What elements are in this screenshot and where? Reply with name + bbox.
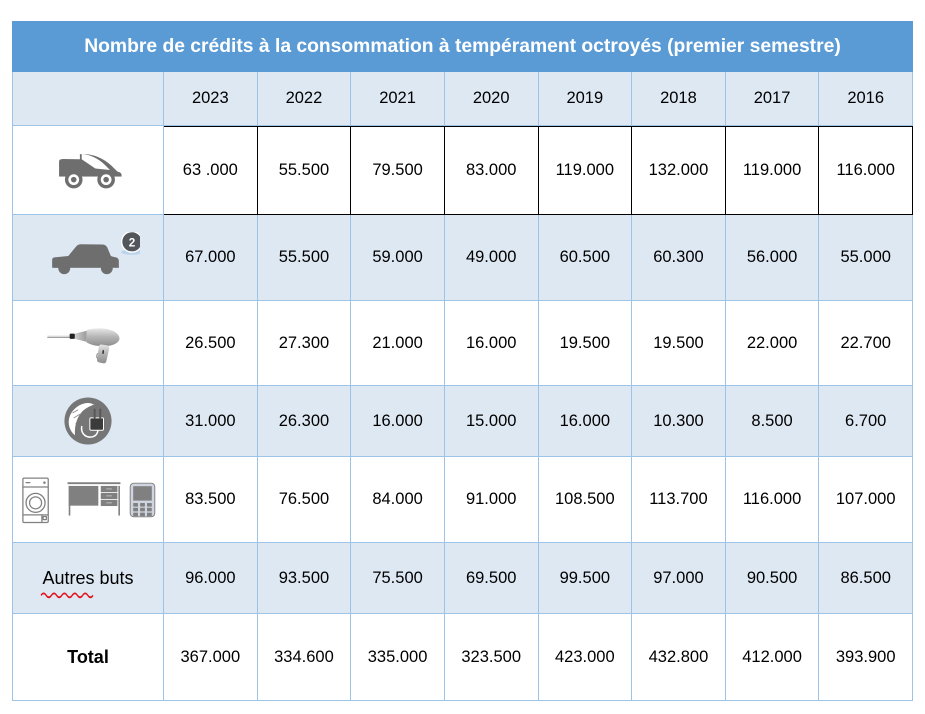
svg-text:2: 2 [129,236,136,249]
